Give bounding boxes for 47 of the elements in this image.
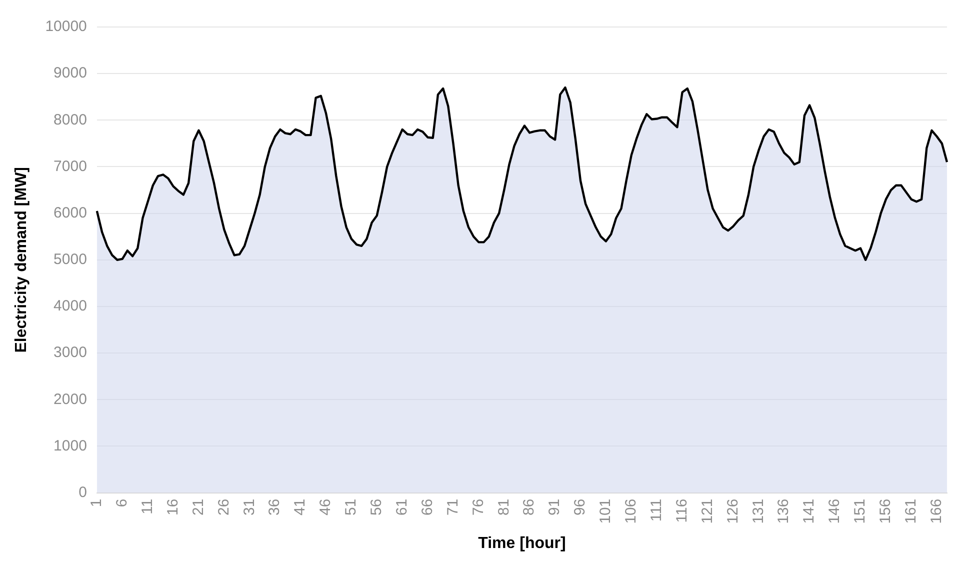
x-tick-label: 116 [673,498,690,523]
x-axis-title: Time [hour] [478,534,566,552]
x-tick-label: 21 [190,498,207,516]
x-tick-label: 51 [342,498,360,516]
x-tick-label: 66 [418,498,436,516]
x-tick-label: 71 [444,498,462,516]
x-tick-label: 151 [852,498,869,524]
y-tick-label: 7000 [54,158,87,175]
x-tick-label: 76 [470,498,487,516]
y-tick-label: 4000 [54,298,87,315]
x-tick-label: 16 [164,498,182,516]
x-tick-label: 141 [800,498,818,524]
x-tick-label: 161 [902,498,920,524]
x-tick-label: 101 [597,498,614,524]
x-tick-label: 91 [546,498,564,516]
x-tick-label: 31 [240,498,258,516]
y-tick-label: 5000 [54,251,87,268]
x-tick-label: 136 [775,498,792,524]
x-tick-label: 6 [114,498,131,508]
x-tick-label: 111 [648,498,665,522]
x-tick-label: 61 [393,498,410,516]
y-tick-label: 8000 [54,111,87,128]
x-tick-label: 36 [266,498,284,516]
y-tick-label: 0 [78,484,87,501]
x-tick-label: 121 [698,498,716,524]
x-tick-label: 131 [750,498,767,524]
x-tick-label: 41 [292,498,309,516]
x-tick-label: 106 [622,498,640,524]
x-tick-label: 86 [520,498,538,516]
x-tick-label: 166 [928,498,945,524]
y-tick-label: 1000 [54,437,87,454]
y-axis-title: Electricity demand [MW] [13,166,30,353]
x-tick-label: 81 [495,498,512,516]
y-tick-label: 10000 [45,18,87,36]
y-tick-label: 3000 [54,344,87,362]
x-tick-label: 156 [877,498,894,524]
x-tick-label: 56 [368,498,386,516]
x-tick-label: 26 [215,498,232,516]
x-tick-label: 96 [572,498,589,516]
y-tick-label: 6000 [54,204,87,222]
x-tick-label: 11 [138,498,156,514]
x-tick-label: 146 [826,498,844,524]
x-tick-label: 126 [724,498,742,524]
y-tick-label: 9000 [54,64,87,82]
x-tick-label: 46 [317,498,334,516]
x-tick-label: 1 [88,498,106,508]
y-tick-label: 2000 [54,390,87,408]
